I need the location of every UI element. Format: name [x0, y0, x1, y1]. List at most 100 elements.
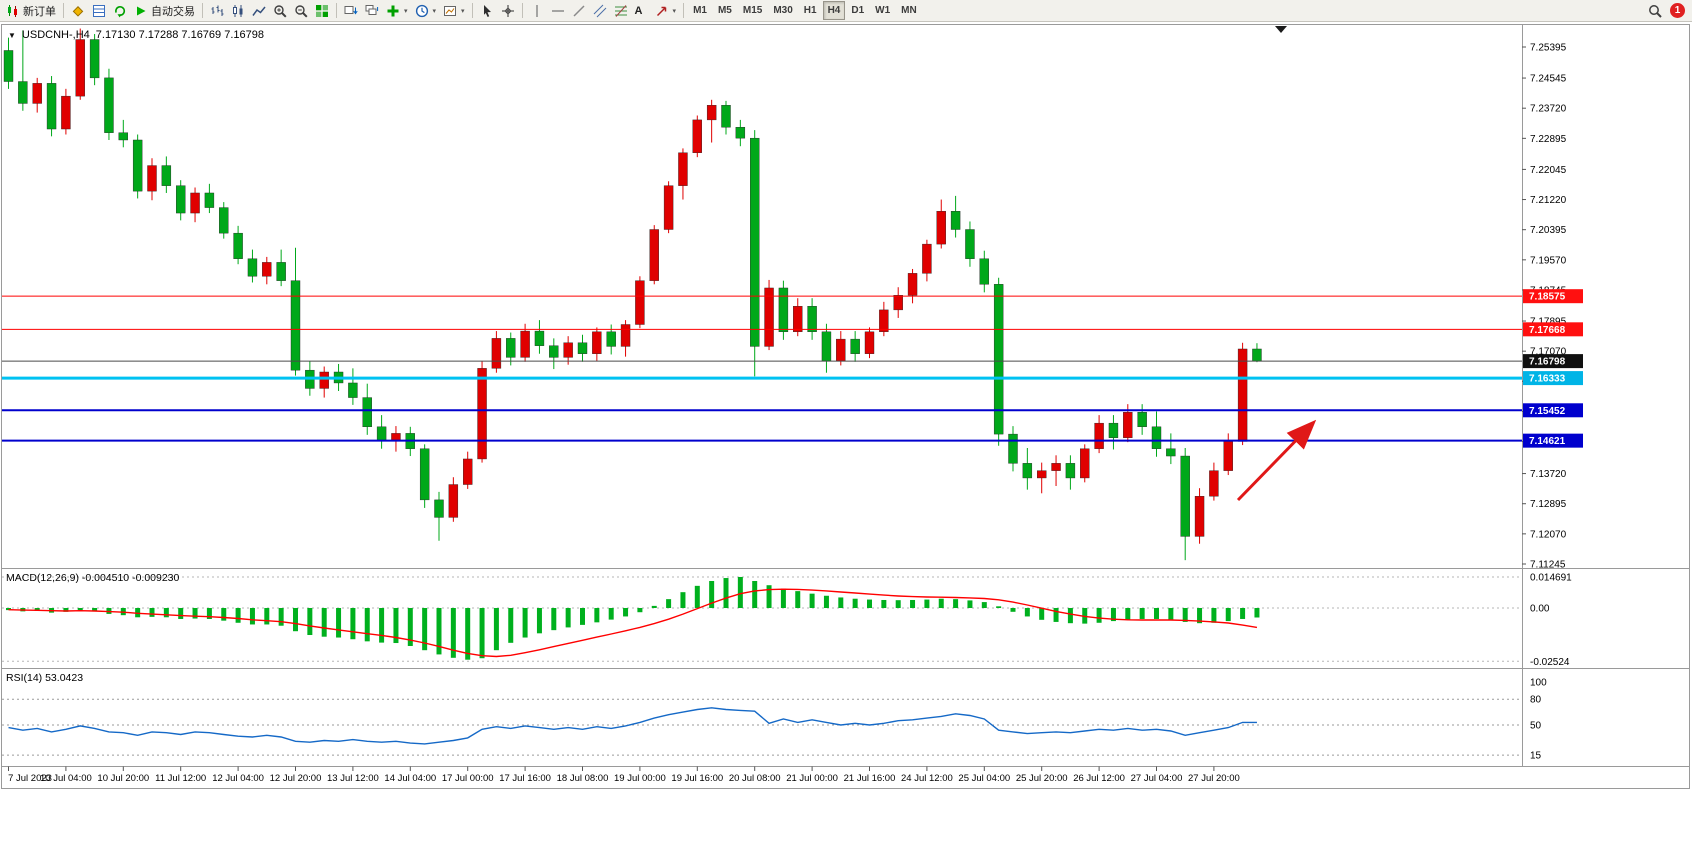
zoom-out-button[interactable] — [291, 1, 311, 20]
clock-icon — [415, 4, 429, 18]
candlestick-chart-icon — [231, 4, 245, 18]
new-order-icon — [6, 4, 20, 18]
svg-text:7.15452: 7.15452 — [1529, 406, 1566, 417]
chart-menu-icon[interactable]: ▼ — [8, 30, 16, 40]
refresh-button[interactable] — [110, 1, 130, 20]
bar-chart-icon — [210, 4, 224, 18]
svg-text:10 Jul 04:00: 10 Jul 04:00 — [40, 773, 92, 784]
search-button[interactable] — [1645, 1, 1665, 20]
svg-text:7.17668: 7.17668 — [1529, 325, 1566, 336]
timeframe-h4-button[interactable]: H4 — [822, 1, 846, 20]
svg-text:18 Jul 08:00: 18 Jul 08:00 — [557, 773, 609, 784]
tile-windows-button[interactable] — [312, 1, 332, 20]
autotrading-button[interactable]: 自动交易 — [131, 1, 198, 20]
market-watch-icon — [92, 4, 106, 18]
timeframe-m30-button[interactable]: M30 — [768, 1, 797, 20]
vertical-line-button[interactable] — [527, 1, 547, 20]
line-chart-button[interactable] — [249, 1, 269, 20]
svg-text:12 Jul 04:00: 12 Jul 04:00 — [212, 773, 264, 784]
horizontal-line-button[interactable] — [548, 1, 568, 20]
svg-text:26 Jul 12:00: 26 Jul 12:00 — [1073, 773, 1125, 784]
timeframe-d1-button[interactable]: D1 — [846, 1, 869, 20]
price-axis-badges: 7.18575 7.17668 7.16798 7.16333 7.15452 7.146… — [1523, 289, 1583, 448]
zoom-in-button[interactable] — [270, 1, 290, 20]
text-tool-icon: A — [634, 4, 643, 17]
svg-text:80: 80 — [1530, 695, 1542, 706]
arrows-button[interactable]: ▾ — [652, 1, 680, 20]
text-button[interactable]: A — [632, 1, 651, 20]
svg-text:0.014691: 0.014691 — [1530, 573, 1572, 584]
macd-panel: 0.014691 0.00 -0.02524 — [2, 573, 1572, 668]
indicators-plus-icon — [386, 4, 400, 18]
refresh-icon — [113, 4, 127, 18]
toolbar-separator — [202, 3, 203, 18]
new-order-button[interactable]: 新订单 — [3, 1, 59, 20]
notification-badge[interactable]: 1 — [1670, 3, 1685, 18]
search-icon — [1648, 4, 1662, 18]
timeframe-mn-button[interactable]: MN — [896, 1, 922, 20]
svg-text:13 Jul 12:00: 13 Jul 12:00 — [327, 773, 379, 784]
svg-text:21 Jul 16:00: 21 Jul 16:00 — [844, 773, 896, 784]
svg-text:10 Jul 20:00: 10 Jul 20:00 — [97, 773, 149, 784]
cursor-button[interactable] — [477, 1, 497, 20]
svg-text:14 Jul 04:00: 14 Jul 04:00 — [384, 773, 436, 784]
indicators-button[interactable]: ▾ — [383, 1, 411, 20]
chart-ohlc-label: 7.17130 7.17288 7.16769 7.16798 — [95, 29, 264, 41]
svg-text:19 Jul 00:00: 19 Jul 00:00 — [614, 773, 666, 784]
channel-button[interactable] — [590, 1, 610, 20]
svg-text:17 Jul 00:00: 17 Jul 00:00 — [442, 773, 494, 784]
svg-text:7 Jul 2023: 7 Jul 2023 — [8, 773, 52, 784]
arrange-windows-icon — [344, 4, 358, 18]
chevron-down-icon: ▾ — [432, 7, 437, 15]
chart-shift-marker[interactable] — [1275, 26, 1287, 33]
template-icon — [443, 4, 457, 18]
arrange-windows-button[interactable] — [341, 1, 361, 20]
svg-text:7.17070: 7.17070 — [1530, 347, 1567, 358]
crosshair-icon — [501, 4, 515, 18]
horizontal-line-icon — [551, 4, 565, 18]
timeframe-m1-button[interactable]: M1 — [688, 1, 712, 20]
svg-text:7.22895: 7.22895 — [1530, 134, 1567, 145]
svg-text:7.11245: 7.11245 — [1530, 560, 1566, 571]
metaeditor-icon — [71, 4, 85, 18]
bar-chart-button[interactable] — [207, 1, 227, 20]
templates-button[interactable]: ▾ — [440, 1, 468, 20]
timeframe-w1-button[interactable]: W1 — [870, 1, 895, 20]
chevron-down-icon: ▾ — [461, 7, 465, 15]
svg-text:17 Jul 16:00: 17 Jul 16:00 — [499, 773, 551, 784]
chart-symbol-label: USDCNH-,H4 — [21, 29, 90, 41]
svg-text:7.17895: 7.17895 — [1530, 317, 1567, 328]
candlestick-chart-button[interactable] — [228, 1, 248, 20]
chart-canvas[interactable]: 7.25395 7.24545 7.23720 7.22895 7.22045 7.212… — [0, 22, 1692, 792]
autotrading-icon — [134, 4, 148, 18]
svg-text:7.25395: 7.25395 — [1530, 43, 1567, 54]
tile-windows-icon — [315, 4, 329, 18]
toolbar-separator — [336, 3, 337, 18]
line-chart-icon — [252, 4, 266, 18]
svg-text:7.12895: 7.12895 — [1530, 499, 1567, 510]
svg-text:20 Jul 08:00: 20 Jul 08:00 — [729, 773, 781, 784]
svg-text:25 Jul 20:00: 25 Jul 20:00 — [1016, 773, 1068, 784]
rsi-panel: 100 80 50 15 — [2, 678, 1547, 762]
arrow-annotation[interactable] — [1236, 419, 1317, 502]
timeframe-m5-button[interactable]: M5 — [713, 1, 737, 20]
svg-text:7.22045: 7.22045 — [1530, 165, 1567, 176]
fibonacci-icon — [614, 4, 628, 18]
periods-button[interactable]: ▾ — [412, 1, 440, 20]
chevron-down-icon: ▾ — [672, 7, 677, 15]
timeframe-h1-button[interactable]: H1 — [799, 1, 822, 20]
market-watch-button[interactable] — [89, 1, 109, 20]
crosshair-button[interactable] — [498, 1, 518, 20]
svg-text:7.23720: 7.23720 — [1530, 104, 1567, 115]
zoom-out-icon — [294, 4, 308, 18]
svg-text:11 Jul 12:00: 11 Jul 12:00 — [155, 773, 206, 784]
zoom-in-icon — [273, 4, 287, 18]
trendline-icon — [572, 4, 586, 18]
price-level-lines[interactable] — [2, 295, 1522, 442]
metaeditor-button[interactable] — [68, 1, 88, 20]
svg-text:7.13720: 7.13720 — [1530, 469, 1567, 480]
cascade-windows-button[interactable] — [362, 1, 382, 20]
fibonacci-button[interactable] — [611, 1, 631, 20]
timeframe-m15-button[interactable]: M15 — [738, 1, 767, 20]
trendline-button[interactable] — [569, 1, 589, 20]
